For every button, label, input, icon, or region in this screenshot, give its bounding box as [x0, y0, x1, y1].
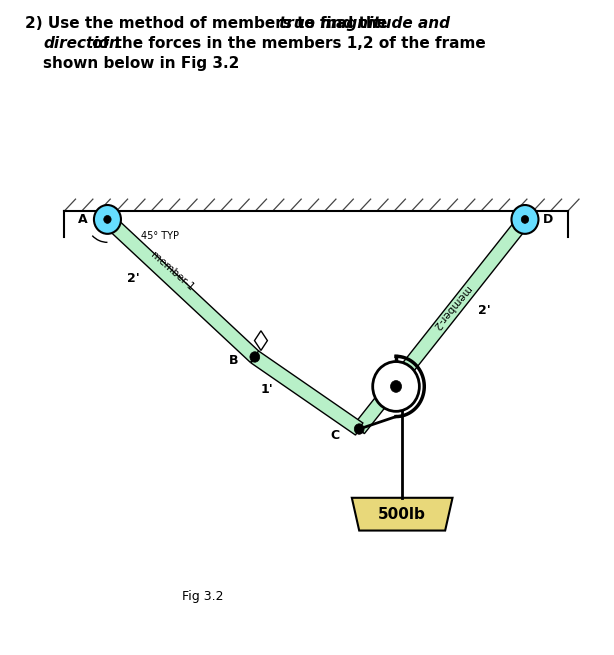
Text: shown below in Fig 3.2: shown below in Fig 3.2 [43, 56, 239, 71]
Circle shape [94, 205, 121, 234]
Polygon shape [251, 351, 363, 435]
Circle shape [511, 205, 538, 234]
Text: A: A [78, 213, 88, 226]
Polygon shape [352, 498, 453, 531]
Text: 500lb: 500lb [378, 507, 426, 521]
Polygon shape [103, 214, 259, 362]
Text: 2': 2' [478, 304, 491, 317]
Text: 2': 2' [128, 272, 140, 284]
Text: Fig 3.2: Fig 3.2 [182, 590, 223, 603]
Polygon shape [254, 331, 268, 350]
Text: D: D [543, 213, 553, 226]
Circle shape [391, 381, 402, 392]
Circle shape [521, 215, 529, 223]
Polygon shape [354, 215, 530, 434]
Text: B: B [228, 354, 238, 367]
Circle shape [104, 215, 111, 223]
Text: 45° TYP: 45° TYP [141, 231, 179, 241]
Text: direction: direction [43, 36, 120, 51]
Circle shape [373, 362, 419, 411]
Circle shape [250, 352, 260, 362]
Text: member-1: member-1 [149, 250, 195, 293]
Text: true magnitude and: true magnitude and [279, 16, 451, 31]
Circle shape [354, 424, 364, 434]
Text: of the forces in the members 1,2 of the frame: of the forces in the members 1,2 of the … [87, 36, 486, 51]
Text: 1': 1' [261, 383, 273, 396]
Text: C: C [330, 429, 339, 442]
Text: member-2: member-2 [430, 284, 472, 331]
Text: 2) Use the method of members to find the: 2) Use the method of members to find the [25, 16, 392, 31]
